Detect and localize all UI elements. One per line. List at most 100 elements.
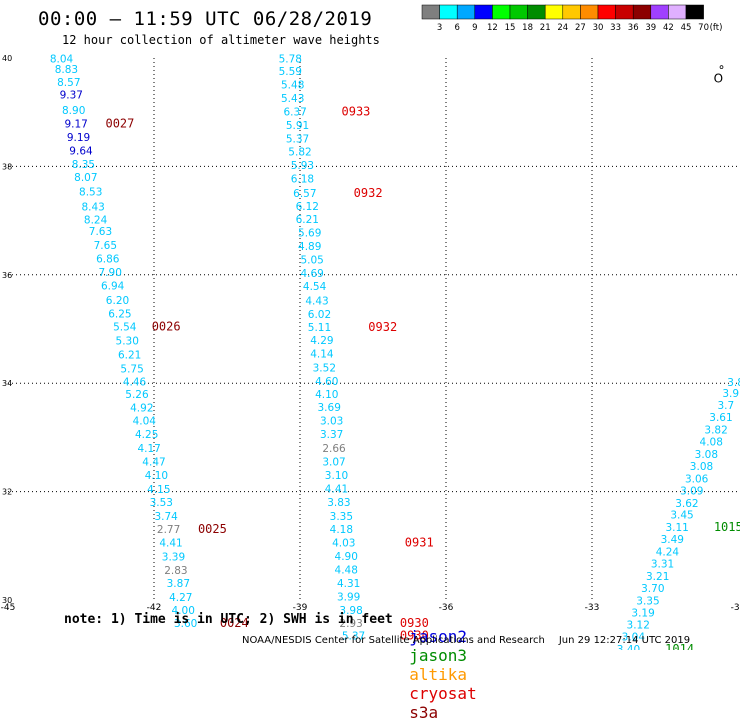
wave-height-value: 3.8: [727, 377, 740, 389]
wave-height-value: 3.99: [337, 592, 360, 604]
wave-height-value: 6.12: [296, 201, 319, 213]
legend-tick-label: 30: [593, 23, 604, 33]
wave-height-value: 4.03: [332, 537, 355, 549]
legend-tick-label: 6: [454, 23, 459, 33]
legend-swatch: [615, 4, 634, 20]
wave-height-value: 8.43: [81, 201, 104, 213]
legend-tick-label: 15: [505, 23, 516, 33]
pass-time-label: 0024: [220, 616, 249, 630]
wave-height-value: 6.37: [283, 106, 306, 118]
legend-swatch: [421, 4, 440, 20]
wave-height-value: 3.19: [631, 607, 654, 619]
pass-time-label: 0027: [105, 116, 134, 130]
pass-time-label: 0932: [354, 186, 383, 200]
wave-height-value: 3.7: [717, 400, 734, 412]
wave-height-value: 3.08: [690, 461, 713, 473]
wave-height-value: 4.17: [137, 443, 160, 455]
wave-height-value: 6.57: [293, 188, 316, 200]
wave-height-value: 3.61: [709, 412, 732, 424]
wave-height-value: 5.93: [291, 160, 314, 172]
legend-tick-label: 45: [681, 23, 692, 33]
legend-swatch: [474, 4, 493, 20]
wave-height-value: 3.39: [162, 551, 185, 563]
x-tick-label: -45: [1, 603, 16, 613]
wave-height-value: 8.57: [57, 77, 80, 89]
legend-tick-label: 39: [645, 23, 656, 33]
wave-height-value: 8.53: [79, 187, 102, 199]
wave-height-value: 5.37: [286, 134, 309, 146]
x-tick-label: -36: [439, 603, 454, 613]
wave-height-value: 3.31: [651, 558, 674, 570]
wave-height-value: 5.69: [298, 227, 321, 239]
wave-height-value: 8.90: [62, 105, 85, 117]
chart-subtitle: 12 hour collection of altimeter wave hei…: [62, 33, 380, 47]
pass-time-label: 0933: [342, 104, 371, 118]
color-legend: 3 6 9 12 15 18 21 24 27 30 33 36 39 42 45 70 (ft): [421, 4, 723, 33]
wave-height-value: 4.46: [123, 376, 147, 388]
legend-tick-label: 33: [610, 23, 621, 33]
legend-swatch: [544, 4, 564, 20]
satellite-jason3: jason3: [409, 646, 468, 665]
wave-height-value: 4.27: [169, 592, 192, 604]
wave-height-value: 3.37: [320, 429, 343, 441]
legend-tick-label: 27: [575, 23, 586, 33]
legend-swatch: [685, 4, 704, 20]
wave-height-value: 8.83: [55, 64, 78, 76]
wave-height-value: 5.59: [279, 66, 302, 78]
wave-height-value: 4.14: [310, 349, 334, 361]
wave-height-value: 3.04: [622, 632, 646, 644]
wave-height-value: 4.31: [337, 578, 360, 590]
wave-height-value: 3.49: [661, 534, 684, 546]
legend-unit-label: (ft): [710, 23, 723, 33]
wave-height-value: 2.77: [157, 524, 180, 536]
wave-height-value: 2.93: [339, 618, 362, 630]
wave-height-value: 3.21: [646, 571, 669, 583]
units-note: note: 1) Time is in UTC; 2) SWH is in fe…: [64, 612, 393, 627]
pass-time-label: 0025: [198, 522, 227, 536]
pass-time-label: 0930: [400, 629, 429, 643]
wave-height-value: 4.18: [330, 524, 353, 536]
wave-height-value: 3.69: [318, 402, 341, 414]
legend-swatch: [597, 4, 616, 20]
wave-height-value: 6.02: [308, 309, 331, 321]
wave-height-value: 3.98: [339, 605, 362, 617]
wave-height-value: 3.70: [641, 583, 664, 595]
wave-height-value: 3.83: [327, 497, 350, 509]
wave-height-value: 4.15: [147, 484, 170, 496]
wave-height-value: 4.90: [335, 551, 358, 563]
wave-height-value: 4.10: [145, 470, 168, 482]
wave-height-value: 3.06: [685, 473, 709, 485]
credit-text: NOAA/NESDIS Center for Satellite Applica…: [242, 635, 545, 646]
y-tick-label: 32: [2, 488, 12, 497]
wave-height-value: 9.17: [64, 118, 87, 130]
wave-height-value: 2.83: [164, 565, 187, 577]
altimeter-chart: 3 6 9 12 15 18 21 24 27 30 33 36 39 42 45 70 (ft) -45 -42…: [1, 4, 740, 650]
wave-height-value: 8.35: [72, 159, 95, 171]
wave-height-value: 5.11: [308, 322, 331, 334]
legend-swatch: [580, 4, 599, 20]
wave-height-value: 3.45: [670, 510, 693, 522]
wave-height-value: 4.60: [315, 376, 338, 388]
track-3: 3.83.93.73.613.824.083.083.083.063.093.6…: [617, 377, 740, 650]
wave-height-value: 7.90: [99, 267, 122, 279]
wave-height-value: 3.9: [722, 388, 739, 400]
wave-height-value: 4.69: [300, 268, 323, 280]
wave-height-value: 7.65: [94, 240, 117, 252]
y-tick-label: 30: [2, 596, 12, 605]
credit-line: NOAA/NESDIS Center for Satellite Applica…: [242, 635, 690, 646]
wave-height-value: 6.86: [96, 253, 120, 265]
satellite-cryosat: cryosat: [409, 684, 477, 703]
wave-height-value: 4.25: [135, 429, 158, 441]
wave-height-value: 5.78: [279, 53, 302, 65]
y-tick-label: 34: [2, 379, 12, 388]
wave-height-value: 3.12: [627, 620, 650, 632]
wave-height-value: 4.10: [315, 389, 338, 401]
wave-height-value: 4.24: [656, 547, 680, 559]
legend-tick-label: 9: [472, 23, 477, 33]
wave-height-value: 3.82: [704, 425, 727, 437]
wave-height-value: 6.21: [296, 214, 319, 226]
wave-height-value: 5.43: [281, 93, 304, 105]
wave-height-value: 3.10: [325, 470, 348, 482]
wave-height-value: 4.29: [310, 335, 333, 347]
timestamp: Jun 29 12:27:14 UTC 2019: [558, 635, 691, 646]
